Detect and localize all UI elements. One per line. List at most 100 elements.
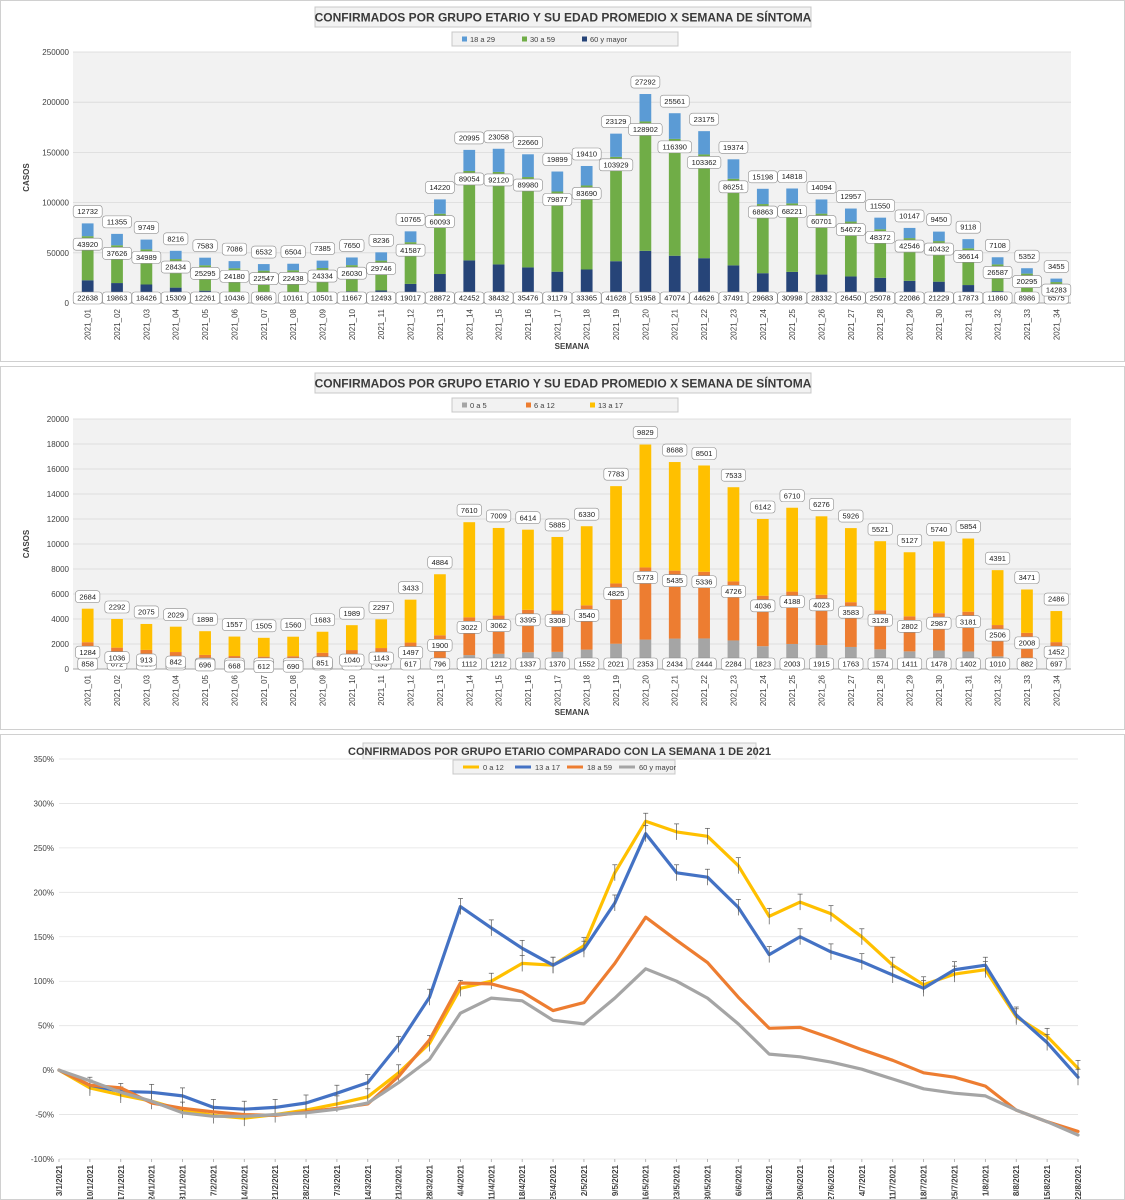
data-label-box [72, 237, 103, 251]
bar-60-y-mayor [844, 276, 857, 303]
bar-13-a-17 [815, 516, 828, 595]
data-label-text: 103362 [692, 158, 717, 167]
data-label-box [483, 130, 514, 144]
data-label-text: 11550 [870, 201, 890, 210]
bar-13-a-17 [727, 487, 740, 582]
legend-label-18-a-29: 18 a 29 [470, 35, 495, 44]
data-label-text: 1370 [549, 660, 566, 669]
data-label-text: 29683 [752, 294, 773, 303]
data-label-text: 12493 [371, 294, 392, 303]
data-label-box [102, 291, 132, 305]
data-label-13-a-17: 2029 [163, 608, 189, 621]
data-label-text: 3395 [520, 615, 537, 624]
data-label-box [691, 657, 717, 671]
legend-label-13-a-17: 13 a 17 [535, 763, 560, 772]
x-tick-label: 28/3/2021 [426, 1164, 435, 1199]
data-label-box [131, 251, 162, 264]
data-label-text: 7783 [608, 470, 625, 479]
legend-swatch-18-a-29 [462, 36, 467, 42]
data-label-text: 612 [258, 662, 271, 671]
bar-0-a-5 [610, 643, 622, 669]
x-tick-label: 2021_09 [319, 674, 328, 706]
x-tick-label: 7/3/2021 [333, 1164, 342, 1196]
bar-6-a-12 [962, 611, 975, 652]
data-label-30-a-59: 26587 [982, 266, 1013, 279]
x-tick-label: 10/1/2021 [86, 1164, 95, 1199]
data-label-text: 3128 [872, 616, 889, 625]
data-label-box [454, 291, 485, 305]
data-label-13-a-17: 5854 [955, 520, 981, 533]
data-label-text: 2506 [989, 631, 1006, 640]
data-label-box [102, 246, 132, 260]
data-label-60-y-mayor: 37491 [718, 291, 749, 305]
data-label-text: 26030 [341, 269, 362, 278]
data-label-box [456, 657, 482, 671]
data-label-text: 1212 [490, 660, 507, 669]
data-label-text: 26587 [987, 268, 1008, 277]
data-label-box [456, 503, 482, 517]
data-label-13-a-17: 3471 [1014, 571, 1040, 584]
chart-panel-3: CONFIRMADOS POR GRUPO ETARIO COMPARADO C… [0, 734, 1125, 1200]
data-label-text: 23129 [606, 117, 627, 126]
data-label-box [836, 291, 866, 305]
data-label-box [278, 271, 308, 285]
bar-30-a-59 [786, 203, 799, 272]
data-label-18-a-29: 19410 [571, 147, 602, 161]
data-label-18-a-29: 12957 [836, 190, 866, 203]
x-tick-label: 22/8/2021 [1074, 1164, 1083, 1199]
data-label-text: 79877 [547, 195, 568, 204]
bar-13-a-17 [345, 625, 358, 651]
data-label-text: 3433 [402, 583, 419, 592]
x-tick-label: 2021_27 [847, 674, 856, 706]
bar-18-a-29 [81, 223, 94, 237]
data-label-text: 8501 [696, 449, 713, 458]
data-label-30-a-59: 92120 [483, 173, 514, 187]
data-label-60-y-mayor: 11667 [337, 291, 367, 305]
x-tick-label: 2021_13 [436, 308, 445, 340]
data-label-text: 103929 [604, 160, 629, 169]
data-label-box [836, 190, 866, 203]
data-label-13-a-17: 2292 [104, 600, 130, 614]
bar-13-a-17 [551, 536, 564, 611]
bar-13-a-17 [903, 552, 916, 617]
data-label-18-a-29: 7583 [192, 239, 218, 252]
bar-30-a-59 [933, 241, 945, 282]
data-label-text: 851 [316, 658, 329, 667]
x-tick-label: 21/2/2021 [271, 1164, 280, 1199]
data-label-box [1041, 283, 1072, 297]
data-label-text: 35476 [518, 294, 539, 303]
bar-18-a-29 [522, 154, 534, 178]
bar-30-a-59 [698, 154, 710, 259]
data-label-text: 6532 [255, 248, 272, 257]
bar-60-y-mayor [698, 258, 710, 303]
data-label-6-a-12: 612 [253, 660, 274, 673]
data-label-6-a-12: 1452 [1043, 645, 1069, 659]
data-label-60-y-mayor: 42452 [454, 291, 485, 305]
chart-title-box [314, 372, 812, 394]
data-label-18-a-29: 6532 [251, 245, 277, 259]
series-line-60-y-mayor [57, 967, 1080, 1137]
data-label-0-a-5: 1823 [750, 657, 776, 671]
data-label-box [483, 291, 514, 305]
bar-30-a-59 [903, 238, 916, 281]
bar-13-a-17 [639, 444, 652, 568]
bar-13-a-17 [610, 486, 622, 584]
data-label-text: 668 [228, 662, 241, 671]
data-label-text: 22438 [283, 274, 304, 283]
data-label-box [808, 598, 834, 612]
data-label-6-a-12: 3395 [515, 613, 541, 627]
data-label-box [897, 533, 923, 547]
x-tick-label: 2021_03 [142, 674, 151, 706]
data-label-0-a-5: 2353 [632, 657, 658, 671]
data-label-text: 6710 [784, 491, 801, 500]
data-label-60-y-mayor: 41628 [601, 291, 631, 305]
data-label-text: 1478 [931, 660, 948, 669]
x-axis-title: SEMANA [555, 342, 590, 351]
data-label-6-a-12: 2987 [926, 616, 952, 630]
data-label-60-y-mayor: 10161 [278, 291, 308, 305]
data-label-box [483, 173, 514, 187]
data-label-text: 858 [81, 660, 94, 669]
bar-18-a-29 [991, 257, 1004, 265]
data-label-text: 2987 [931, 619, 948, 628]
data-label-60-y-mayor: 17873 [953, 291, 984, 305]
